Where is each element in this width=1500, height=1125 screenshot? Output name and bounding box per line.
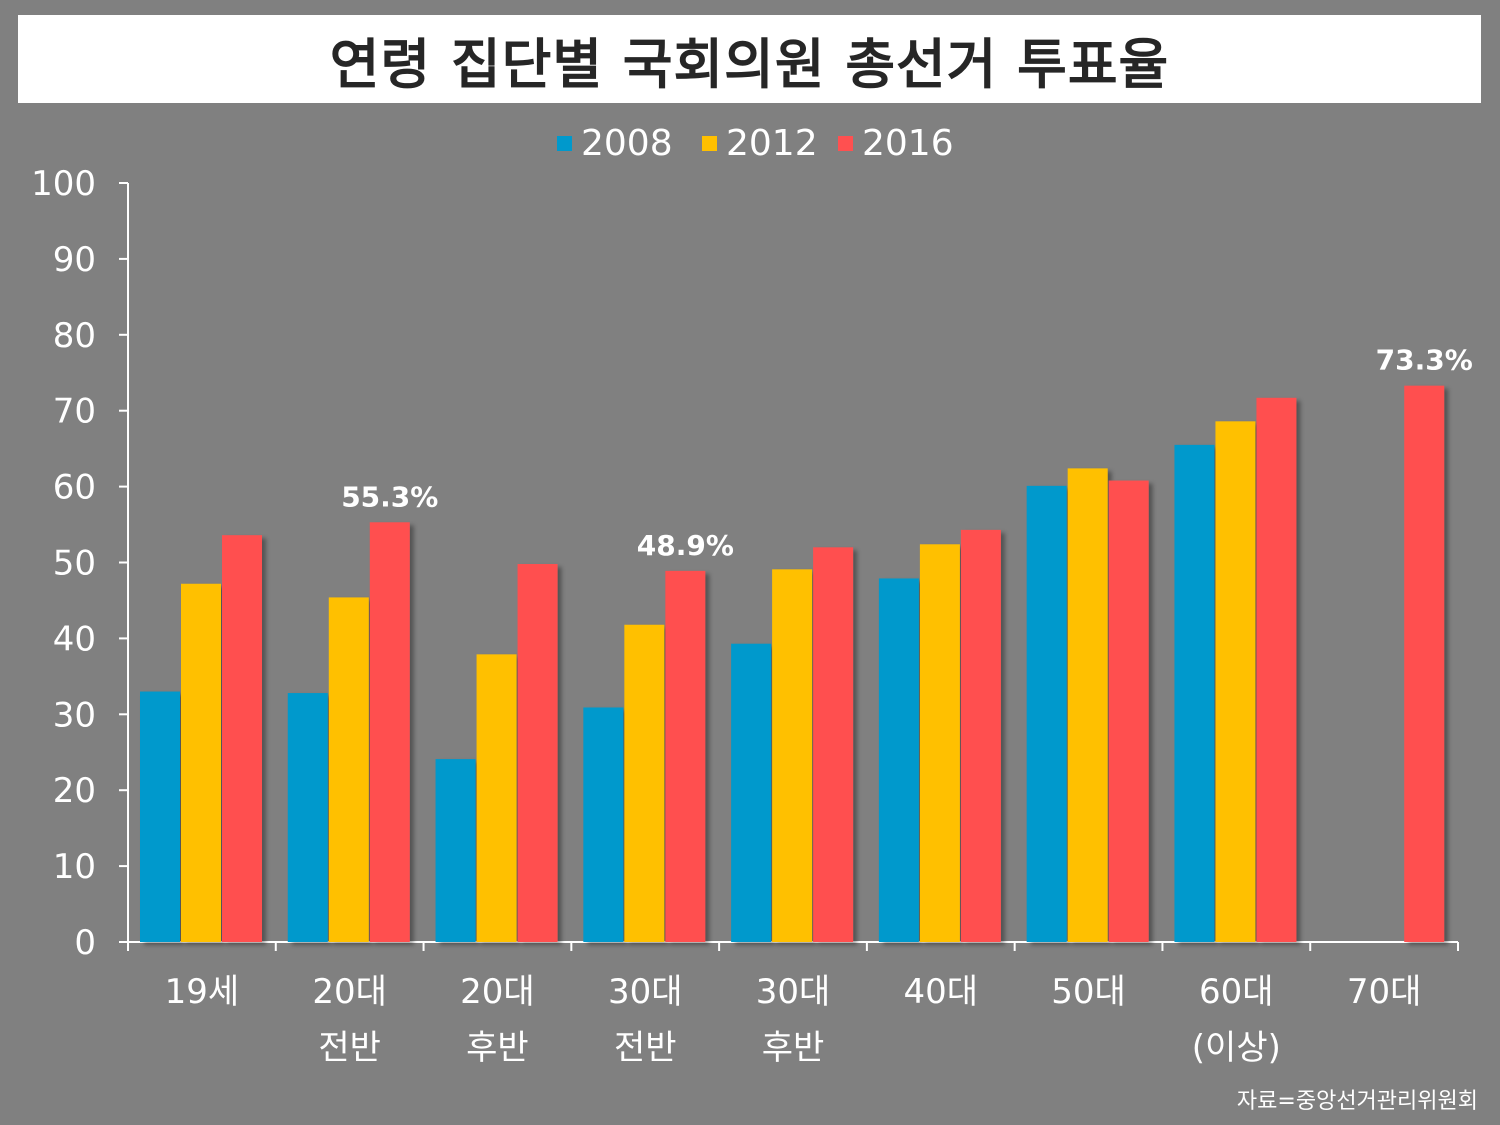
bar-2016 bbox=[665, 570, 706, 942]
legend-swatch-2008 bbox=[557, 136, 572, 151]
x-category-label: 20대 bbox=[312, 972, 387, 1012]
data-label: 48.9% bbox=[637, 529, 734, 562]
bar-2008 bbox=[1026, 485, 1067, 942]
x-category-label: 전반 bbox=[614, 1028, 677, 1068]
bar-2016 bbox=[517, 564, 558, 942]
y-tick-label: 70 bbox=[53, 392, 96, 432]
bar-2012 bbox=[476, 654, 517, 942]
source-note: 자료=중앙선거관리위원회 bbox=[1236, 1089, 1478, 1114]
bar-2008 bbox=[140, 691, 180, 942]
x-category-label: (이상) bbox=[1192, 1028, 1281, 1068]
bar-2016 bbox=[369, 522, 410, 942]
x-category-label: 후반 bbox=[466, 1028, 529, 1068]
x-category-label: 60대 bbox=[1199, 972, 1274, 1012]
legend-label-2016: 2016 bbox=[862, 123, 954, 164]
x-category-label: 20대 bbox=[460, 972, 535, 1012]
bar-2008 bbox=[287, 693, 328, 942]
x-category-label: 30대 bbox=[608, 972, 683, 1012]
bar-2016 bbox=[960, 529, 1001, 942]
bar-2008 bbox=[878, 578, 919, 942]
x-category-label: 19세 bbox=[165, 972, 240, 1012]
bar-2012 bbox=[328, 597, 369, 942]
bar-2012 bbox=[181, 583, 221, 942]
y-tick-label: 40 bbox=[53, 619, 96, 659]
legend-swatch-2012 bbox=[702, 136, 717, 151]
bar-2016 bbox=[1108, 480, 1149, 942]
data-label: 73.3% bbox=[1376, 344, 1473, 377]
legend-label-2012: 2012 bbox=[726, 123, 818, 164]
y-tick-label: 100 bbox=[31, 164, 96, 204]
bar-2016 bbox=[813, 547, 854, 942]
y-tick-label: 10 bbox=[53, 847, 96, 887]
x-category-label: 전반 bbox=[318, 1028, 381, 1068]
y-tick-label: 20 bbox=[53, 771, 96, 811]
bar-2016 bbox=[1404, 385, 1445, 942]
legend-label-2008: 2008 bbox=[581, 123, 673, 164]
x-category-label: 30대 bbox=[756, 972, 831, 1012]
x-category-label: 50대 bbox=[1051, 972, 1126, 1012]
bar-2008 bbox=[1174, 444, 1215, 942]
y-tick-label: 30 bbox=[53, 695, 96, 735]
bar-2016 bbox=[222, 535, 262, 942]
data-label: 55.3% bbox=[341, 480, 438, 513]
chart-title: 연령 집단별 국회의원 총선거 투표율 bbox=[329, 32, 1170, 96]
bar-2008 bbox=[731, 643, 772, 942]
x-category-label: 40대 bbox=[904, 972, 979, 1012]
x-category-label: 후반 bbox=[762, 1028, 825, 1068]
bar-2008 bbox=[435, 759, 476, 942]
y-tick-label: 60 bbox=[53, 468, 96, 508]
bar-2012 bbox=[919, 544, 960, 942]
y-tick-label: 90 bbox=[53, 240, 96, 280]
y-tick-label: 0 bbox=[74, 923, 96, 963]
title-box: 연령 집단별 국회의원 총선거 투표율 bbox=[18, 15, 1481, 103]
bar-2016 bbox=[1256, 397, 1297, 942]
bar-2008 bbox=[583, 707, 624, 942]
bar-2012 bbox=[1067, 468, 1108, 942]
bar-2012 bbox=[1215, 421, 1256, 942]
y-tick-label: 80 bbox=[53, 316, 96, 356]
y-tick-label: 50 bbox=[53, 544, 96, 584]
bar-2012 bbox=[772, 569, 813, 942]
bar-2012 bbox=[624, 624, 665, 942]
x-category-label: 70대 bbox=[1347, 972, 1422, 1012]
legend-swatch-2016 bbox=[838, 136, 853, 151]
